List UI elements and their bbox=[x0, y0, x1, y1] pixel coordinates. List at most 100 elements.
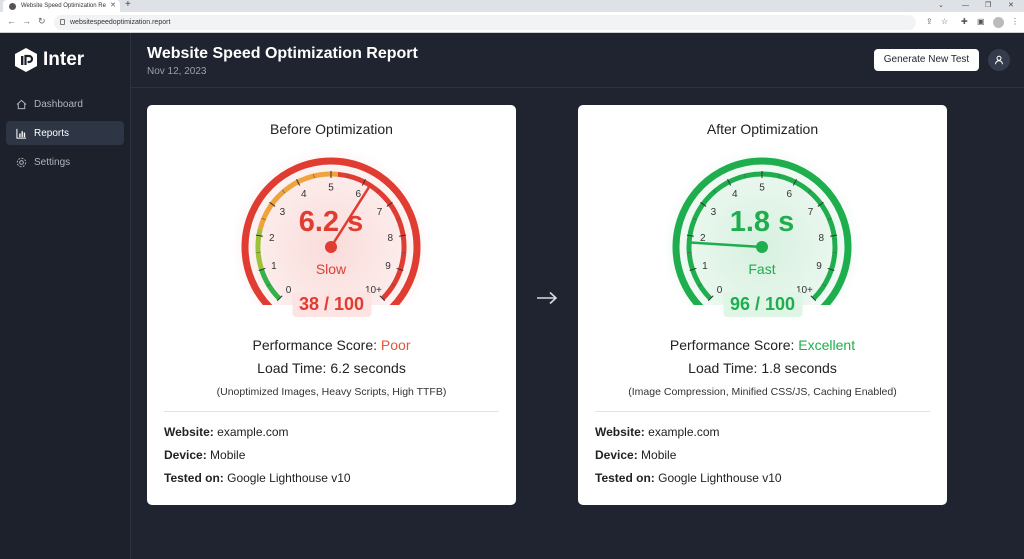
website-label: Website: bbox=[595, 425, 645, 439]
user-icon bbox=[995, 55, 1003, 65]
bookmark-star-icon[interactable]: ☆ bbox=[941, 17, 949, 26]
gauge-tick-label: 10+ bbox=[365, 285, 382, 296]
tab-favicon-icon bbox=[9, 3, 16, 10]
gauge-outer-arc bbox=[672, 157, 852, 305]
extensions-icon[interactable]: ✚ bbox=[961, 17, 968, 26]
gauge-inner-arc bbox=[255, 228, 264, 271]
tested-on-info: Tested on: Google Lighthouse v10 bbox=[164, 471, 351, 485]
gauge-tick bbox=[276, 295, 283, 302]
gauge-tick bbox=[258, 267, 266, 271]
url-input[interactable]: websitespeedoptimization.report bbox=[54, 15, 916, 30]
gauge-tick bbox=[689, 267, 697, 271]
load-time: Load Time: 6.2 seconds bbox=[257, 360, 406, 376]
gauge-minor-tick bbox=[697, 283, 702, 287]
website-value: example.com bbox=[217, 425, 289, 439]
user-avatar-button[interactable] bbox=[988, 49, 1010, 71]
gauge-minor-tick bbox=[807, 189, 811, 194]
gauge-tick bbox=[810, 295, 817, 302]
gauge-tick bbox=[255, 234, 263, 237]
sidebar-item-settings[interactable]: Settings bbox=[6, 150, 124, 174]
generate-new-test-button[interactable]: Generate New Test bbox=[874, 49, 979, 71]
device-value: Mobile bbox=[210, 448, 246, 462]
load-time: Load Time: 1.8 seconds bbox=[688, 360, 837, 376]
tested-on-info: Tested on: Google Lighthouse v10 bbox=[595, 471, 782, 485]
browser-tab[interactable]: Website Speed Optimization Re ✕ bbox=[3, 0, 120, 12]
gauge-tick-label: 4 bbox=[301, 189, 307, 200]
gauge-tick bbox=[686, 234, 694, 237]
gauge-value: 1.8 s bbox=[730, 206, 795, 238]
reload-icon[interactable]: ↻ bbox=[38, 16, 46, 26]
card-title: After Optimization bbox=[706, 121, 819, 137]
page-title: Website Speed Optimization Report bbox=[147, 45, 418, 62]
gauge-tick-label: 4 bbox=[732, 189, 738, 200]
gauge-tick-label: 3 bbox=[711, 207, 717, 218]
gauge-minor-tick bbox=[778, 174, 780, 179]
gauge-tick bbox=[399, 234, 407, 237]
gauge-tick-label: 8 bbox=[818, 233, 824, 244]
browser-profile-icon[interactable] bbox=[993, 17, 1004, 28]
browser-menu-icon[interactable]: ⋮ bbox=[1011, 17, 1019, 26]
gauge-tick bbox=[361, 179, 366, 186]
gauge-tick-label: 2 bbox=[700, 233, 706, 244]
minimize-icon[interactable]: — bbox=[962, 2, 969, 9]
maximize-icon[interactable]: ❐ bbox=[985, 2, 992, 9]
gauge-minor-tick bbox=[396, 218, 401, 221]
gauge-tick-label: 5 bbox=[328, 183, 334, 194]
gauge-tick bbox=[817, 201, 824, 207]
card-divider bbox=[595, 411, 930, 412]
tab-title: Website Speed Optimization Re bbox=[21, 3, 106, 9]
gauge-speed-label: Slow bbox=[316, 261, 347, 277]
tested-on-value: Google Lighthouse v10 bbox=[658, 471, 782, 485]
sidebar-item-reports[interactable]: Reports bbox=[6, 121, 124, 145]
tested-on-value: Google Lighthouse v10 bbox=[227, 471, 351, 485]
card-title: Before Optimization bbox=[270, 121, 393, 137]
website-value: example.com bbox=[648, 425, 720, 439]
gauge-tick bbox=[792, 179, 797, 186]
tab-close-icon[interactable]: ✕ bbox=[110, 2, 116, 9]
close-window-icon[interactable]: ✕ bbox=[1008, 2, 1014, 9]
performance-score: Performance Score: Excellent bbox=[578, 337, 947, 353]
logo-hexagon-icon bbox=[15, 48, 37, 72]
gauge-speed-label: Fast bbox=[748, 261, 775, 277]
back-icon[interactable]: ← bbox=[7, 16, 16, 26]
gauge-minor-tick bbox=[822, 283, 827, 287]
bar-chart-icon bbox=[16, 128, 27, 139]
sidebar-item-label: Settings bbox=[34, 156, 71, 168]
url-text: websitespeedoptimization.report bbox=[70, 19, 171, 26]
gauge-minor-tick bbox=[376, 189, 380, 194]
share-icon[interactable]: ⇪ bbox=[926, 17, 933, 26]
gauge-tick bbox=[727, 179, 732, 186]
gauge-minor-tick bbox=[713, 189, 717, 194]
performance-score-value: Excellent bbox=[798, 337, 856, 353]
gauge-minor-tick bbox=[827, 218, 832, 221]
gauge-tick bbox=[379, 295, 386, 302]
gauge-tick-label: 9 bbox=[816, 261, 822, 272]
before-optimization-card: Before Optimization 0 1 2 3 4 5 6 7 8 9 10+ 6.2 s Sl… bbox=[147, 105, 516, 505]
gauge-tick bbox=[386, 201, 393, 207]
gauge-tick-label: 5 bbox=[759, 183, 765, 194]
sidebar-item-label: Dashboard bbox=[34, 98, 83, 110]
website-info: Website: example.com bbox=[164, 425, 289, 439]
gauge-tick bbox=[396, 267, 404, 271]
new-tab-icon[interactable]: + bbox=[125, 0, 131, 10]
app-logo[interactable]: Inter bbox=[15, 48, 84, 72]
forward-icon[interactable]: → bbox=[22, 16, 31, 26]
tab-search-icon[interactable]: ⌄ bbox=[938, 2, 944, 9]
gauge-needle-hub bbox=[325, 241, 337, 253]
gauge-glow bbox=[662, 147, 862, 305]
address-bar: ← → ↻ websitespeedoptimization.report ⇪ … bbox=[0, 12, 1024, 33]
side-panel-icon[interactable]: ▣ bbox=[977, 17, 985, 26]
gauge-tick-label: 0 bbox=[717, 285, 723, 296]
gauge-tick bbox=[269, 201, 276, 207]
gauge-tick-label: 6 bbox=[355, 189, 361, 200]
gauge-tick-label: 6 bbox=[786, 189, 792, 200]
home-icon bbox=[16, 99, 27, 109]
gauge-inner-arc bbox=[257, 171, 339, 230]
sidebar-item-dashboard[interactable]: Dashboard bbox=[6, 92, 124, 116]
performance-score-value: Poor bbox=[380, 337, 411, 353]
tested-on-label: Tested on: bbox=[595, 471, 655, 485]
gauge-tick-label: 1 bbox=[702, 261, 708, 272]
gauge-tick-label: 7 bbox=[377, 207, 383, 218]
gauge-minor-tick bbox=[347, 174, 349, 179]
gauge-tick-label: 2 bbox=[269, 233, 275, 244]
